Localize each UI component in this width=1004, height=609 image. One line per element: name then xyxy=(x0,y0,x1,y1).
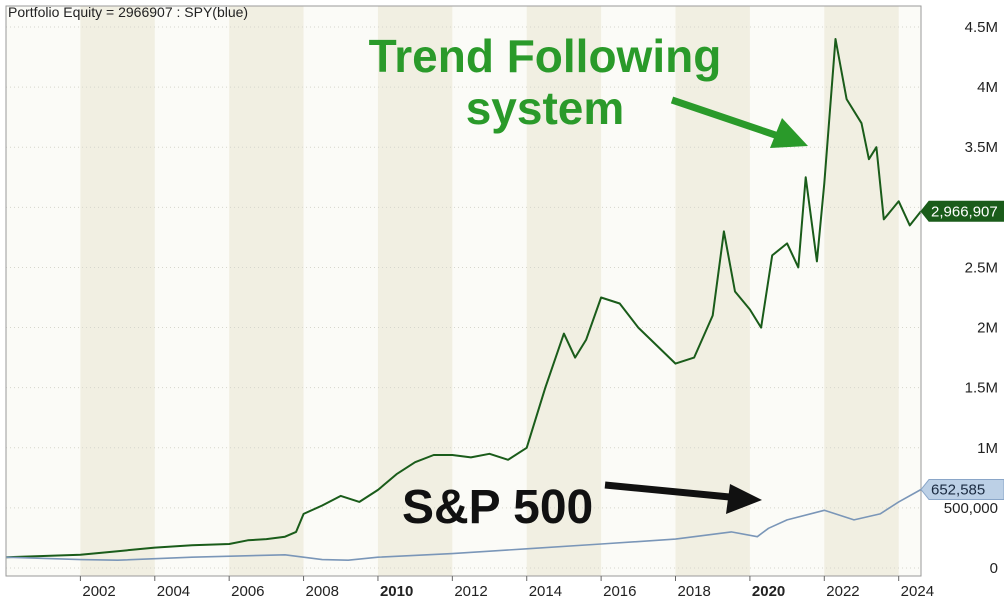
year-band xyxy=(229,6,304,576)
x-tick-label: 2018 xyxy=(678,583,711,600)
year-band xyxy=(377,6,453,576)
year-band xyxy=(526,6,602,576)
trend-annotation-line2: system xyxy=(465,82,625,134)
y-tick-label: 2.5M xyxy=(965,259,998,276)
x-tick-label: 2008 xyxy=(306,583,339,600)
y-tick-label: 0 xyxy=(990,560,998,577)
plot-background xyxy=(6,6,921,576)
sp-arrow xyxy=(604,481,762,514)
y-tick-label: 2M xyxy=(977,320,998,337)
last-value-text: 2,966,907 xyxy=(931,203,998,220)
y-tick-label: 500,000 xyxy=(944,500,998,517)
chart-title: Portfolio Equity = 2966907 : SPY(blue) xyxy=(8,4,249,20)
last-value-tag xyxy=(920,200,1004,222)
last-value-text: 652,585 xyxy=(931,482,985,499)
x-tick-label: 2020 xyxy=(752,583,785,600)
trend-arrow xyxy=(670,96,808,148)
x-tick-label: 2010 xyxy=(380,583,413,600)
x-tick-label: 2016 xyxy=(603,583,636,600)
y-tick-label: 1.5M xyxy=(965,380,998,397)
trend-annotation: Trend Following system xyxy=(355,30,735,134)
series-line-equity xyxy=(5,38,922,559)
x-tick-label: 2004 xyxy=(157,583,190,600)
last-value-label-spy: 652,585 xyxy=(920,479,1004,501)
last-value-label-equity: 2,966,907 xyxy=(920,200,1004,222)
y-tick-label: 4.5M xyxy=(965,19,998,36)
x-tick-label: 2022 xyxy=(826,583,859,600)
x-tick-label: 2014 xyxy=(529,583,562,600)
plot-frame xyxy=(5,5,922,577)
year-band xyxy=(675,6,750,576)
last-value-tag xyxy=(920,479,1004,501)
sp500-annotation: S&P 500 xyxy=(402,481,594,534)
y-tick-label: 3.5M xyxy=(965,139,998,156)
x-tick-label: 2024 xyxy=(901,583,934,600)
x-tick-label: 2006 xyxy=(231,583,264,600)
series-line-spy xyxy=(5,488,922,562)
year-band xyxy=(824,6,899,576)
x-tick-label: 2002 xyxy=(82,583,115,600)
year-band xyxy=(80,6,155,576)
y-tick-label: 4M xyxy=(977,79,998,96)
y-tick-label: 1M xyxy=(977,440,998,457)
x-tick-label: 2012 xyxy=(454,583,487,600)
trend-annotation-line1: Trend Following xyxy=(368,30,722,82)
